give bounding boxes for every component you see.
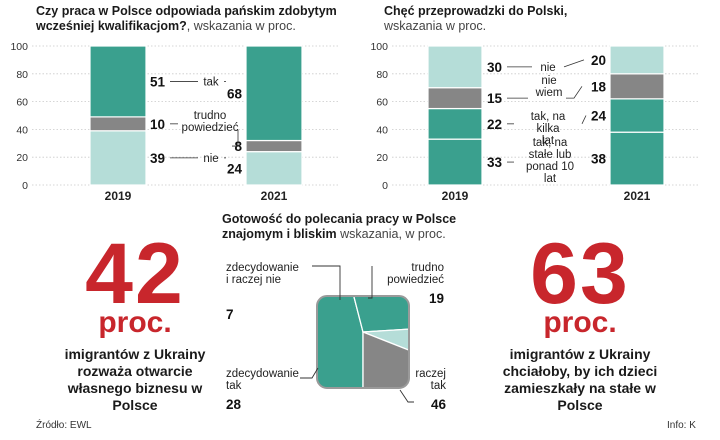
chart2-ytick: 100 (370, 41, 388, 53)
chart3-label-nie: zdecydowanie i raczej nie (226, 262, 299, 286)
chart1-value-2021-2: 68 (227, 86, 243, 101)
chart1-xtick: 2019 (105, 189, 132, 203)
chart2-bar-2021-0 (609, 131, 665, 186)
chart1-label-tak: tak (203, 76, 219, 88)
chart3-value-trudno: 19 (429, 291, 444, 306)
chart2-value-2019-2: 15 (487, 91, 503, 106)
chart3-leader (300, 367, 319, 379)
stat-right-number: 63 (530, 226, 630, 322)
chart1-bar-2021-1 (245, 139, 303, 153)
chart1-label-nie: nie (203, 153, 218, 165)
info-note: Info: K (667, 420, 696, 431)
chart2-label-kilka: tak, na kilka lat (531, 111, 566, 147)
chart3-label-raczejtak: raczej tak (415, 368, 446, 392)
chart1-bar-2021-2 (245, 45, 303, 142)
chart1-bar-2019-0 (89, 130, 147, 186)
chart2-label-niewiem: nie wiem (535, 75, 563, 99)
chart2-bar-2021-3 (609, 45, 665, 75)
chart1-label-trudno: trudno powiedzieć (182, 110, 239, 134)
chart1-leader (232, 129, 239, 147)
chart1-value-2019-0: 39 (150, 151, 165, 166)
chart2-value-2021-1: 24 (591, 109, 607, 124)
source-note: Źródło: EWL (36, 420, 92, 431)
chart2-xtick: 2021 (624, 189, 651, 203)
chart2-bar-2021-2 (609, 73, 665, 100)
chart2-ytick: 80 (376, 69, 388, 81)
chart2-value-2019-3: 30 (487, 60, 502, 75)
chart2-ytick: 0 (382, 180, 388, 192)
chart3-svg: zdecydowanie i raczej nie 7 trudno powiedzie… (226, 262, 447, 412)
chart1-value-2019-1: 10 (150, 117, 165, 132)
chart2-bar-2021-1 (609, 98, 665, 133)
chart3-slice-3 (362, 331, 409, 388)
chart3-leader (312, 265, 341, 300)
stat-right-unit: proc. (543, 306, 617, 339)
chart3-title: Gotowość do polecania pracy w Polsce zna… (222, 212, 457, 241)
chart2-label-nie: nie (540, 62, 555, 74)
chart1-ytick: 40 (16, 124, 28, 136)
chart2-ytick: 20 (376, 152, 388, 164)
chart2-label-stale: tak, na stałe lub ponad 10 lat (526, 137, 574, 185)
chart2-bar-2019-3 (427, 45, 483, 89)
chart2-title: Chęć przeprowadzki do Polski, wskazania w… (384, 4, 568, 33)
chart1-value-2021-1: 8 (234, 139, 242, 154)
stat-right-caption: imigrantów z Ukrainy chciałoby, by ich d… (502, 346, 658, 413)
stat-left-caption: imigrantów z Ukrainy rozważa otwarcie wł… (64, 346, 206, 413)
chart1-xtick: 2021 (261, 189, 288, 203)
chart2-leader (566, 86, 583, 99)
chart1-svg: 0 20 40 60 80 100 2019 2021 51 68 10 8 39 24 tak trudno… (10, 41, 340, 203)
chart2-leader (581, 115, 587, 125)
chart1-bar-2019-2 (89, 45, 147, 118)
chart1-ytick: 60 (16, 97, 28, 109)
chart2-ytick: 60 (376, 97, 388, 109)
chart3-slice-2 (362, 326, 409, 361)
chart1-ytick: 20 (16, 152, 28, 164)
chart1-title: Czy praca w Polsce odpowiada pańskim zdo… (36, 4, 337, 33)
chart1-ytick: 80 (16, 69, 28, 81)
chart3-leader (368, 266, 373, 299)
chart2-bar-2019-1 (427, 107, 483, 140)
chart1-ytick: 100 (10, 41, 28, 53)
stat-left-unit: proc. (98, 306, 172, 339)
chart2-value-2019-0: 33 (487, 155, 503, 170)
chart3-frame (316, 295, 410, 389)
chart2-xtick: 2019 (442, 189, 469, 203)
chart1-value-2021-0: 24 (227, 161, 243, 176)
chart2-value-2021-2: 18 (591, 79, 607, 94)
chart2-ytick: 40 (376, 124, 388, 136)
chart3-label-zdtak: zdecydowanie tak (226, 368, 299, 392)
stat-left-number: 42 (85, 226, 185, 322)
chart1-value-2019-2: 51 (150, 74, 166, 89)
chart3-leader (399, 389, 414, 403)
chart3-value-nie: 7 (226, 307, 234, 322)
chart2-svg: 0 20 40 60 80 100 2019 2021 30 20 15 18 22 24 33 38 nien… (370, 41, 700, 203)
chart1-bar-2019-1 (89, 116, 147, 132)
chart1-ytick: 0 (22, 180, 28, 192)
chart3-value-zdtak: 28 (226, 397, 242, 412)
chart3-label-trudno: trudno powiedzieć (387, 262, 444, 286)
chart2-value-2021-0: 38 (591, 152, 607, 167)
chart2-leader (563, 59, 585, 68)
chart2-bar-2019-0 (427, 138, 483, 186)
chart1-bar-2021-0 (245, 151, 303, 186)
chart3-slice-1 (343, 296, 409, 333)
chart2-value-2019-1: 22 (487, 117, 502, 132)
chart3-slice-0 (317, 296, 364, 388)
chart2-value-2021-3: 20 (591, 53, 606, 68)
chart3-value-raczejtak: 46 (431, 397, 447, 412)
chart2-bar-2019-2 (427, 87, 483, 110)
